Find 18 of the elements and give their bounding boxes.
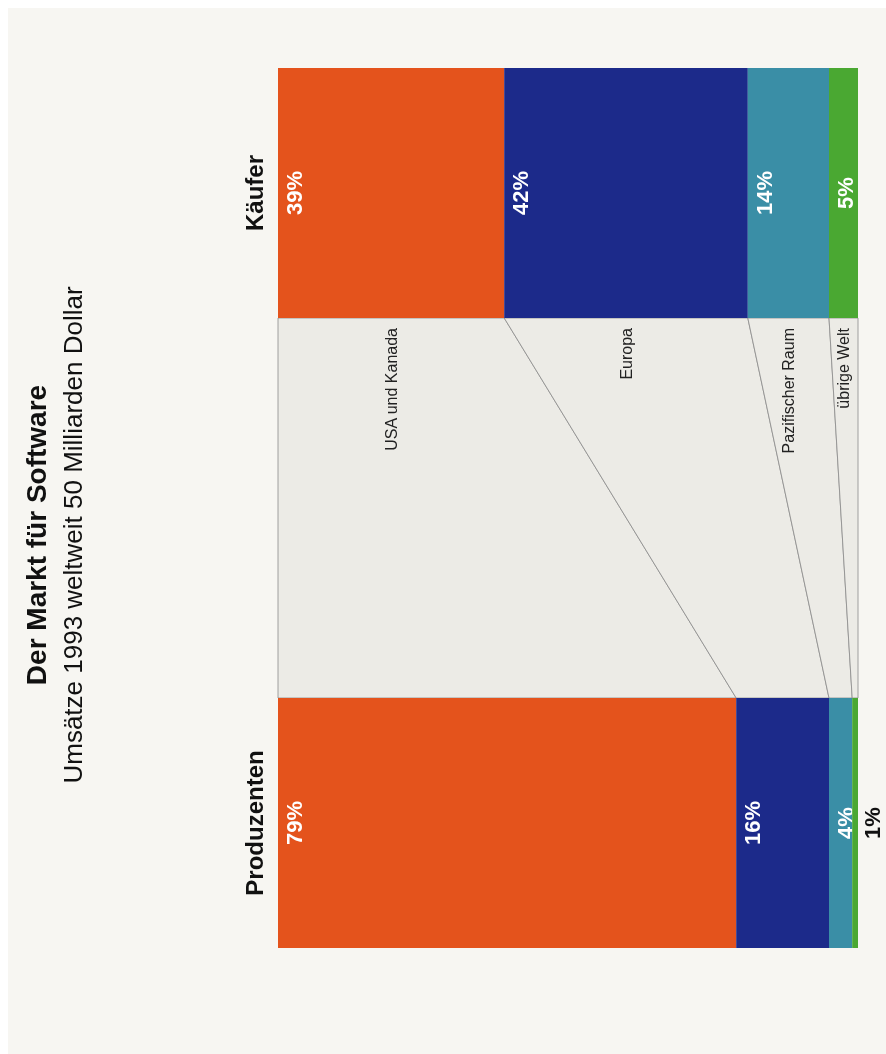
- data-label: 14%: [751, 170, 777, 216]
- data-label: 5%: [833, 177, 858, 209]
- y-tick-label: Produzenten: [241, 750, 268, 896]
- text: Europa: [617, 327, 635, 380]
- data-label: 1%: [860, 807, 885, 839]
- text: übrige Welt: [835, 327, 852, 409]
- data-label: 39%: [282, 170, 307, 216]
- data-label: 16%: [740, 800, 766, 846]
- bar: [278, 68, 505, 318]
- data-label: 79%: [282, 800, 307, 846]
- data-label: 42%: [508, 170, 534, 216]
- bar: [852, 698, 858, 948]
- text: Umsätze 1993 weltweit 50 Milliarden Dollar: [58, 286, 88, 784]
- text: USA und Kanada: [382, 327, 400, 451]
- text: Pazifischer Raum: [779, 328, 797, 454]
- text: Der Markt für Software: [21, 384, 52, 686]
- data-label: 4%: [833, 807, 858, 839]
- y-tick-label: Käufer: [241, 154, 268, 232]
